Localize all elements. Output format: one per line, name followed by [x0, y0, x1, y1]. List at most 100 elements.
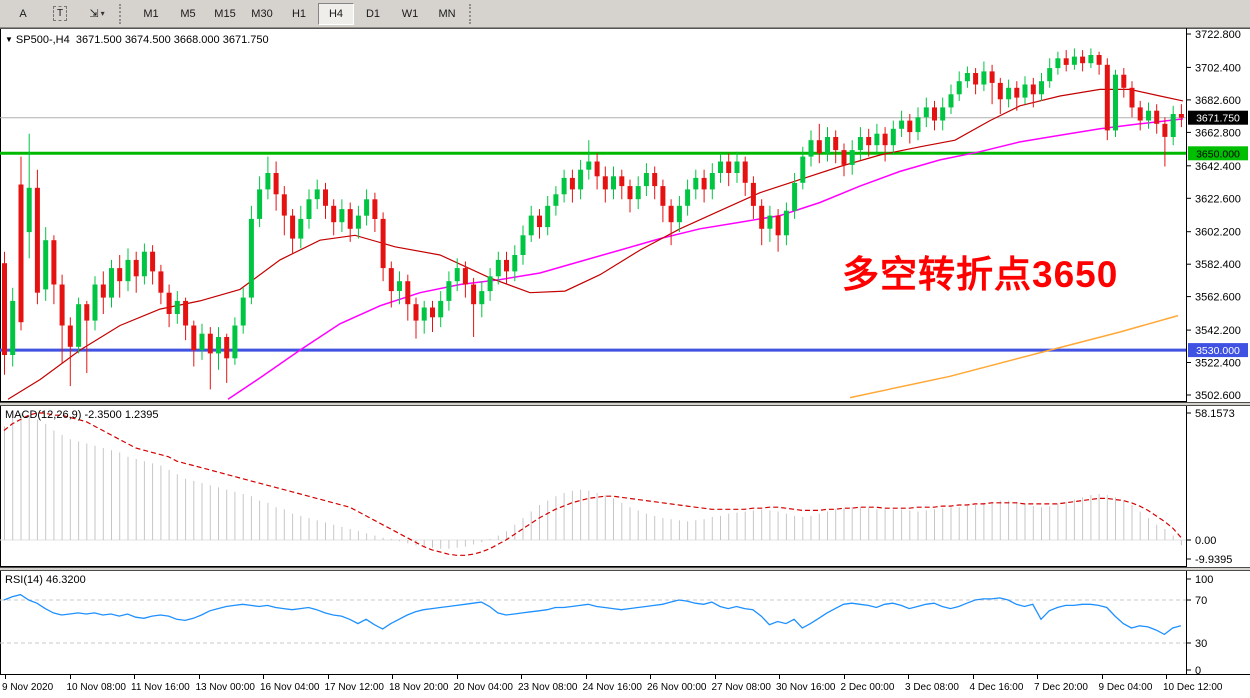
candle-body	[133, 259, 139, 277]
candle-body	[18, 184, 24, 323]
candle-body	[923, 107, 929, 118]
symbol-dropdown-icon: ▼	[5, 35, 13, 44]
time-label: 4 Dec 16:00	[969, 682, 1024, 693]
candle-body	[323, 189, 328, 206]
candle-body	[635, 186, 641, 200]
candle-body	[347, 209, 353, 229]
rsi-chart[interactable]: 100 70 30 0	[0, 571, 1250, 677]
timeframe-button-m5[interactable]: M5	[180, 7, 196, 20]
candle-body	[430, 307, 435, 318]
time-label: 27 Nov 08:00	[711, 682, 772, 693]
candle-body	[956, 81, 962, 95]
text-label-tool-button[interactable]: A	[19, 7, 27, 20]
panel-splitter-2[interactable]	[0, 567, 1250, 571]
time-tick	[69, 675, 71, 679]
time-label: 11 Nov 16:00	[131, 682, 190, 693]
candle-body	[290, 215, 296, 239]
rsi-line	[3, 593, 1182, 636]
candle-body	[874, 133, 880, 146]
candlestick-chart[interactable]: 3722.800 3702.400 3682.600 3662.800 3642.400…	[0, 28, 1250, 402]
rsi-panel[interactable]: RSI(14) 46.3200 100 70 30 0	[0, 571, 1250, 677]
candle-body	[51, 240, 57, 285]
candle-body	[240, 297, 246, 326]
candle-body	[141, 251, 147, 277]
candle-body	[948, 94, 954, 108]
text-box-tool-button[interactable]: T	[42, 3, 78, 25]
candle-body	[397, 281, 402, 291]
candle-body	[166, 292, 172, 314]
candle-body	[718, 161, 723, 173]
timeframe-button-d1[interactable]: D1	[365, 7, 381, 20]
candle-body	[668, 205, 674, 223]
candle-body	[989, 71, 995, 83]
time-label: 9 Dec 04:00	[1098, 682, 1153, 693]
timeframe-button-m1[interactable]: M1	[143, 7, 159, 20]
candle-body	[495, 259, 501, 277]
candle-body	[693, 177, 699, 190]
time-tick	[972, 675, 974, 679]
blue-level-badge-text: 3530.000	[1196, 345, 1240, 357]
blue-level-badge	[1188, 343, 1248, 358]
candle-body	[561, 177, 567, 195]
candle-body	[191, 325, 197, 351]
candle-body	[619, 176, 625, 187]
timeframe-button-mn[interactable]: MN	[438, 7, 456, 20]
candle-body	[1170, 114, 1176, 137]
toolbar-grip[interactable]	[119, 3, 127, 24]
price-tick-label: 3522.400	[1195, 358, 1241, 370]
macd-chart[interactable]: 58.1573 0.00 -9.9395	[0, 406, 1250, 567]
green-level-badge-text: 3650.000	[1196, 148, 1240, 160]
price-tick-label: 3602.200	[1195, 227, 1241, 239]
candle-body	[306, 199, 312, 219]
time-label: 30 Nov 16:00	[776, 682, 836, 693]
candle-body	[150, 251, 156, 272]
time-tick	[521, 675, 522, 679]
candle-body	[907, 120, 913, 133]
time-label: 10 Dec 12:00	[1163, 682, 1223, 693]
timeframe-button-h1[interactable]: H1	[291, 7, 307, 20]
candle-body	[759, 205, 765, 229]
candle-body	[405, 281, 411, 305]
main-chart-panel[interactable]: ▼ SP500-,H4 3671.500 3674.500 3668.000 36…	[0, 28, 1250, 402]
macd-tick-label: 0.00	[1195, 535, 1216, 547]
price-tick-label: 3682.600	[1195, 95, 1241, 107]
ohlc-low: 3668.000	[173, 34, 220, 46]
timeframe-button-w1[interactable]: W1	[401, 7, 419, 20]
price-tick-label: 3662.800	[1195, 127, 1241, 139]
time-label: 10 Nov 08:00	[66, 682, 127, 693]
candle-body	[1022, 84, 1028, 98]
macd-panel[interactable]: MACD(12,26,9) -2.3500 1.2395 58.1573 0.00…	[0, 406, 1250, 567]
timeframe-button-m30[interactable]: M30	[251, 7, 273, 20]
time-axis[interactable]: 9 Nov 2020 10 Nov 08:00 11 Nov 16:00 13 Nov…	[0, 674, 1250, 698]
panel-splitter-1[interactable]	[0, 402, 1250, 406]
candle-body	[413, 304, 419, 321]
timeframe-button-m15[interactable]: M15	[214, 7, 236, 20]
cursor-icon: ⇲	[89, 8, 99, 20]
candle-body	[545, 205, 551, 228]
candle-body	[479, 291, 485, 305]
price-tick-label: 3502.600	[1195, 390, 1241, 402]
macd-signal-line	[3, 412, 1182, 556]
candle-body	[816, 140, 822, 154]
candle-body	[1096, 55, 1102, 65]
time-label: 23 Nov 08:00	[518, 682, 578, 693]
candle-body	[553, 194, 559, 206]
ma-red-line	[7, 88, 1184, 400]
candle-body	[709, 173, 715, 190]
candle-body	[611, 176, 616, 190]
candle-body	[1047, 68, 1053, 82]
timeframe-button-h4[interactable]: H4	[318, 2, 354, 25]
toolbar-grip-2[interactable]	[469, 3, 477, 24]
candle-body	[726, 161, 732, 173]
cursor-tool-button[interactable]: ⇲ ▾	[79, 3, 115, 25]
candle-body	[643, 173, 649, 187]
candle-body	[248, 218, 254, 298]
annotation-text: 多空转折点3650	[842, 254, 1119, 295]
time-tick	[843, 675, 845, 679]
candle-body	[1030, 84, 1036, 95]
candle-body	[125, 259, 131, 282]
time-tick	[1037, 675, 1038, 679]
candle-body	[964, 73, 970, 82]
candle-body	[800, 156, 806, 183]
candle-body	[1162, 123, 1168, 137]
